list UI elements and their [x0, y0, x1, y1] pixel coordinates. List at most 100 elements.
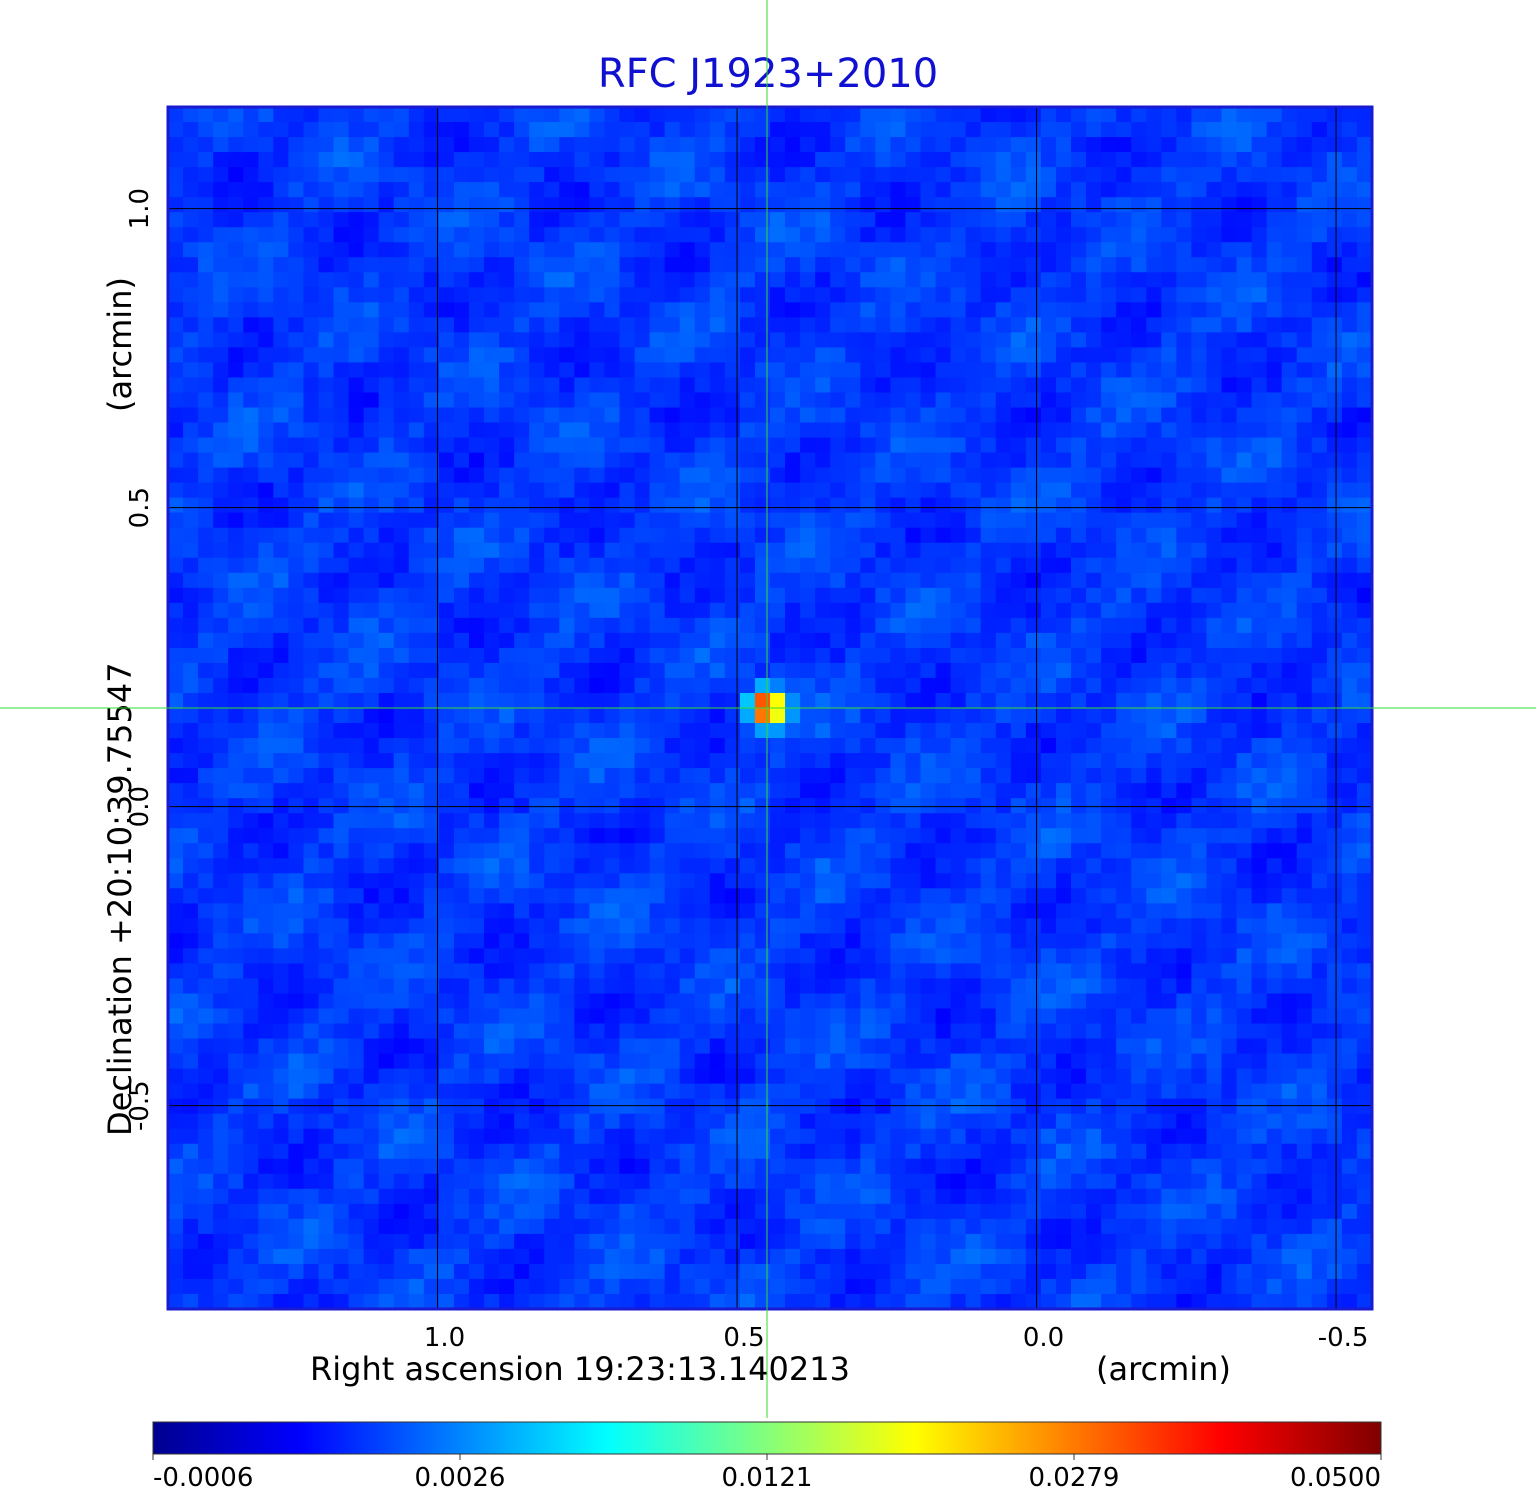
map-pixel — [770, 1188, 786, 1205]
map-pixel — [393, 332, 410, 349]
map-pixel — [438, 1158, 455, 1175]
map-pixel — [634, 963, 651, 980]
map-pixel — [453, 993, 470, 1010]
map-pixel — [935, 362, 952, 379]
map-pixel — [544, 813, 560, 829]
map-pixel — [423, 1248, 440, 1265]
map-pixel — [1010, 1128, 1027, 1145]
map-pixel — [604, 197, 621, 213]
map-pixel — [965, 152, 982, 168]
map-pixel — [469, 933, 485, 950]
map-pixel — [393, 272, 410, 288]
map-pixel — [453, 467, 470, 484]
map-pixel — [469, 512, 485, 529]
map-pixel — [559, 963, 575, 980]
map-pixel — [243, 1113, 259, 1130]
map-pixel — [770, 527, 786, 544]
map-pixel — [469, 137, 485, 153]
map-pixel — [529, 227, 545, 243]
map-pixel — [243, 527, 259, 544]
map-pixel — [1055, 1083, 1072, 1100]
map-pixel — [198, 107, 214, 123]
map-pixel — [393, 1158, 410, 1175]
map-pixel — [213, 512, 229, 529]
map-pixel — [183, 377, 199, 394]
map-pixel — [619, 422, 636, 439]
map-pixel — [754, 963, 771, 980]
map-pixel — [499, 978, 515, 995]
map-pixel — [514, 167, 530, 183]
map-pixel — [724, 918, 741, 934]
map-pixel — [393, 1188, 410, 1205]
map-pixel — [694, 527, 711, 544]
map-pixel — [453, 1293, 470, 1310]
map-pixel — [649, 137, 666, 153]
map-pixel — [574, 873, 590, 889]
map-pixel — [965, 1128, 982, 1145]
map-pixel — [754, 257, 771, 273]
map-pixel — [754, 482, 771, 499]
map-pixel — [604, 602, 621, 619]
map-pixel — [363, 843, 380, 859]
map-pixel — [318, 452, 335, 469]
map-pixel — [664, 587, 681, 604]
map-pixel — [423, 768, 440, 784]
map-pixel — [694, 993, 711, 1010]
map-pixel — [905, 452, 922, 469]
map-pixel — [484, 377, 500, 394]
map-pixel — [995, 422, 1012, 439]
map-pixel — [935, 1263, 952, 1280]
map-pixel — [739, 182, 756, 198]
map-pixel — [905, 107, 922, 123]
map-pixel — [649, 843, 666, 859]
map-pixel — [499, 137, 515, 153]
map-pixel — [183, 167, 199, 183]
map-pixel — [950, 978, 967, 995]
map-pixel — [469, 392, 485, 409]
map-pixel — [664, 647, 681, 664]
map-pixel — [469, 692, 485, 709]
map-pixel — [785, 858, 801, 874]
map-pixel — [514, 572, 530, 589]
map-pixel — [845, 512, 861, 529]
map-pixel — [634, 512, 651, 529]
map-pixel — [469, 452, 485, 469]
map-pixel — [258, 362, 274, 379]
map-pixel — [785, 272, 801, 288]
map-pixel — [288, 1173, 305, 1190]
map-pixel — [559, 1023, 575, 1040]
map-pixel — [514, 858, 530, 874]
map-pixel — [228, 392, 244, 409]
map-pixel — [995, 1053, 1012, 1070]
map-pixel — [995, 572, 1012, 589]
map-pixel — [198, 647, 214, 664]
map-pixel — [860, 1263, 876, 1280]
map-pixel — [183, 738, 199, 754]
map-pixel — [514, 677, 530, 694]
map-pixel — [258, 1158, 274, 1175]
map-pixel — [303, 903, 320, 919]
map-pixel — [303, 1233, 320, 1250]
map-pixel — [920, 783, 937, 799]
map-pixel — [815, 813, 831, 829]
map-pixel — [1055, 317, 1072, 333]
map-pixel — [739, 858, 756, 874]
map-pixel — [348, 948, 365, 965]
map-pixel — [1101, 152, 1117, 168]
map-pixel — [318, 1263, 335, 1280]
map-pixel — [258, 738, 274, 754]
map-pixel — [664, 1203, 681, 1220]
map-pixel — [649, 587, 666, 604]
map-pixel — [634, 362, 651, 379]
map-pixel — [198, 978, 214, 995]
map-pixel — [920, 272, 937, 288]
map-pixel — [830, 422, 846, 439]
map-pixel — [574, 1158, 590, 1175]
map-pixel — [920, 1023, 937, 1040]
map-pixel — [378, 212, 395, 228]
map-pixel — [288, 1023, 305, 1040]
map-pixel — [770, 768, 786, 784]
map-pixel — [965, 1113, 982, 1130]
map-pixel — [1086, 242, 1102, 258]
map-pixel — [739, 1128, 756, 1145]
